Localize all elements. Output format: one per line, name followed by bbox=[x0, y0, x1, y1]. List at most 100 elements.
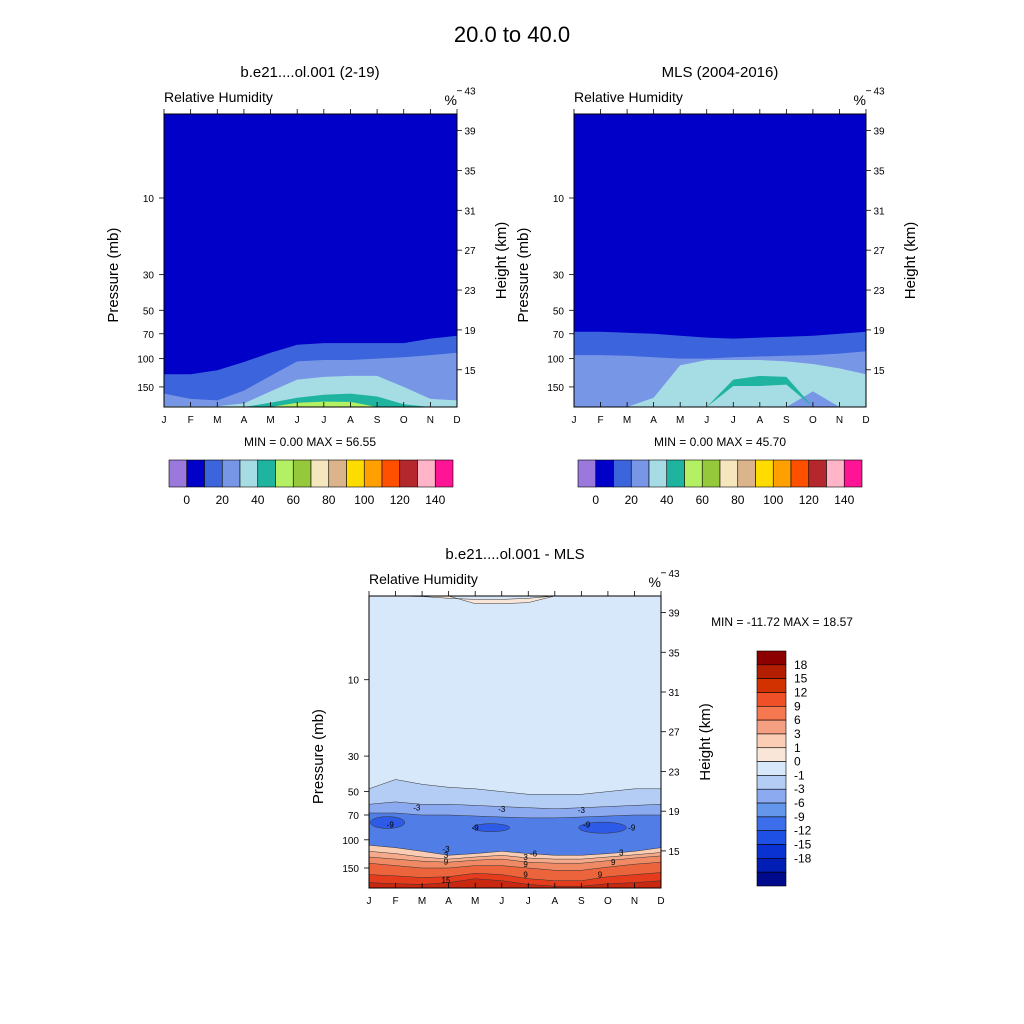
panel-model-right-label: % bbox=[445, 92, 457, 108]
cbar-obs-label-2: 40 bbox=[660, 493, 674, 507]
diff-ytick-label-5: 150 bbox=[342, 864, 359, 875]
diff-xtick-label-7: A bbox=[551, 896, 558, 907]
model-htick-label-5: 23 bbox=[464, 286, 476, 297]
model-band-60 bbox=[164, 401, 457, 407]
model-htick-label-4: 27 bbox=[464, 246, 476, 257]
diff-htick-label-6: 19 bbox=[668, 807, 680, 818]
diff-xtick-label-4: M bbox=[471, 896, 479, 907]
model-ytick-label-4: 100 bbox=[137, 355, 154, 366]
diff-contour-label-17: 15 bbox=[442, 876, 451, 885]
cbar-diff-swatch-16 bbox=[756, 871, 787, 887]
cbar-model-label-0: 0 bbox=[183, 493, 190, 507]
panel-obs-axes: J F M A M J J A S O N D 10 30 50 70 100 150 Pressure (mb) 4… bbox=[515, 87, 919, 426]
diff-htick-label-1: 39 bbox=[668, 609, 680, 620]
diff-htick-label-4: 27 bbox=[668, 728, 680, 739]
cbar-obs-swatch-10 bbox=[755, 459, 774, 488]
cbar-model-label-5: 100 bbox=[354, 493, 374, 507]
cbar-obs-swatch-3 bbox=[630, 459, 650, 488]
model-htick-label-7: 15 bbox=[464, 366, 476, 377]
diff-blob-0 bbox=[370, 816, 406, 829]
obs-xtick-label-5: J bbox=[704, 415, 709, 426]
cbar-model-label-4: 80 bbox=[322, 493, 336, 507]
cbar-diff-swatch-2 bbox=[756, 678, 787, 693]
model-xtick-label-4: M bbox=[266, 415, 274, 426]
obs-ytick-label-5: 150 bbox=[547, 383, 564, 394]
cbar-obs-swatch-4 bbox=[648, 459, 668, 488]
cbar-diff-swatch-11 bbox=[756, 802, 787, 818]
cbar-model-swatch-7 bbox=[292, 459, 312, 488]
obs-xtick-label-8: S bbox=[783, 415, 790, 426]
cbar-diff-swatch-0 bbox=[756, 650, 787, 666]
panel-model-stats: MIN = 0.00 MAX = 56.55 bbox=[244, 435, 376, 449]
obs-xtick-label-2: M bbox=[623, 415, 631, 426]
cbar-model-swatch-4 bbox=[239, 459, 259, 488]
model-ytick-label-5: 150 bbox=[137, 383, 154, 394]
cbar-diff-swatch-4 bbox=[756, 705, 787, 721]
panel-diff-axes: J F M A M J J A S O N D 10 30 50 70 100 150 Pressure (mb) 4… bbox=[310, 569, 714, 907]
diff-xtick-label-11: D bbox=[657, 896, 664, 907]
cbar-obs-swatch-0 bbox=[577, 459, 597, 488]
diff-xtick-label-10: N bbox=[631, 896, 638, 907]
cbar-diff-swatch-10 bbox=[756, 788, 787, 804]
model-xtick-label-3: A bbox=[241, 415, 248, 426]
obs-height-label: Height (km) bbox=[902, 222, 919, 300]
cbar-obs-label-4: 80 bbox=[731, 493, 745, 507]
diff-htick-label-2: 35 bbox=[668, 648, 680, 659]
cbar-model-swatch-14 bbox=[417, 459, 436, 488]
cbar-diff-label-7: 0 bbox=[794, 755, 801, 769]
panel-diff-left-label: Relative Humidity bbox=[369, 571, 478, 587]
obs-xtick-label-10: N bbox=[836, 415, 843, 426]
cbar-model-swatch-5 bbox=[257, 459, 276, 488]
panel-obs-title: MLS (2004-2016) bbox=[662, 64, 779, 81]
cbar-diff-swatch-3 bbox=[756, 692, 787, 707]
cbar-model-swatch-10 bbox=[346, 459, 365, 488]
diff-contour-label-5: -9 bbox=[583, 820, 591, 829]
obs-ytick-label-2: 50 bbox=[553, 306, 565, 317]
diff-contour-label-13: 9 bbox=[523, 860, 528, 869]
obs-htick-label-4: 27 bbox=[873, 246, 885, 257]
diff-contour-label-9: 3 bbox=[444, 851, 449, 860]
diff-htick-label-3: 31 bbox=[668, 688, 680, 699]
panel-model-bands bbox=[164, 114, 457, 407]
panel-obs: MLS (2004-2016) Relative Humidity % J F M A… bbox=[515, 64, 919, 449]
diff-xtick-label-0: J bbox=[367, 896, 372, 907]
obs-ytick-label-1: 30 bbox=[553, 271, 565, 282]
cbar-obs-swatch-13 bbox=[808, 459, 827, 488]
diff-contour-label-6: -9 bbox=[628, 824, 636, 833]
obs-ytick-label-4: 100 bbox=[547, 355, 564, 366]
cbar-diff-label-13: -15 bbox=[794, 838, 812, 852]
cbar-diff-label-11: -9 bbox=[794, 810, 805, 824]
cbar-diff-swatch-15 bbox=[756, 858, 787, 873]
model-htick-label-0: 43 bbox=[464, 87, 476, 98]
cbar-obs-label-5: 100 bbox=[763, 493, 783, 507]
diff-contour-label-16: 9 bbox=[598, 871, 603, 880]
cbar-model-swatch-6 bbox=[275, 459, 294, 488]
cbar-model-label-7: 140 bbox=[425, 493, 445, 507]
diff-htick-label-7: 15 bbox=[668, 847, 680, 858]
panel-diff-stats: MIN = -11.72 MAX = 18.57 bbox=[711, 615, 853, 629]
model-xtick-label-5: J bbox=[295, 415, 300, 426]
panel-diff-right-label: % bbox=[649, 574, 661, 590]
cbar-diff-label-4: 6 bbox=[794, 713, 801, 727]
cbar-diff-swatch-1 bbox=[756, 664, 787, 679]
obs-ytick-label-0: 10 bbox=[553, 194, 565, 205]
cbar-obs-label-0: 0 bbox=[592, 493, 599, 507]
cbar-obs-swatch-9 bbox=[737, 459, 756, 488]
model-xtick-label-9: O bbox=[400, 415, 408, 426]
model-ytick-label-1: 30 bbox=[143, 271, 155, 282]
cbar-diff-label-2: 12 bbox=[794, 685, 808, 699]
cbar-obs-swatch-7 bbox=[701, 459, 721, 488]
model-xtick-label-8: S bbox=[374, 415, 381, 426]
cbar-diff-label-9: -3 bbox=[794, 782, 805, 796]
cbar-obs-label-3: 60 bbox=[696, 493, 710, 507]
cbar-model-swatch-11 bbox=[363, 459, 383, 488]
diff-pressure-label: Pressure (mb) bbox=[310, 709, 327, 804]
diff-ytick-label-2: 50 bbox=[348, 788, 360, 799]
model-htick-label-1: 39 bbox=[464, 127, 476, 138]
cbar-model-swatch-3 bbox=[221, 459, 241, 488]
panel-diff-title: b.e21....ol.001 - MLS bbox=[445, 546, 584, 563]
cbar-model-label-3: 60 bbox=[287, 493, 301, 507]
cbar-diff-swatch-6 bbox=[756, 733, 787, 749]
obs-htick-label-3: 31 bbox=[873, 206, 885, 217]
model-band-50 bbox=[164, 393, 457, 407]
